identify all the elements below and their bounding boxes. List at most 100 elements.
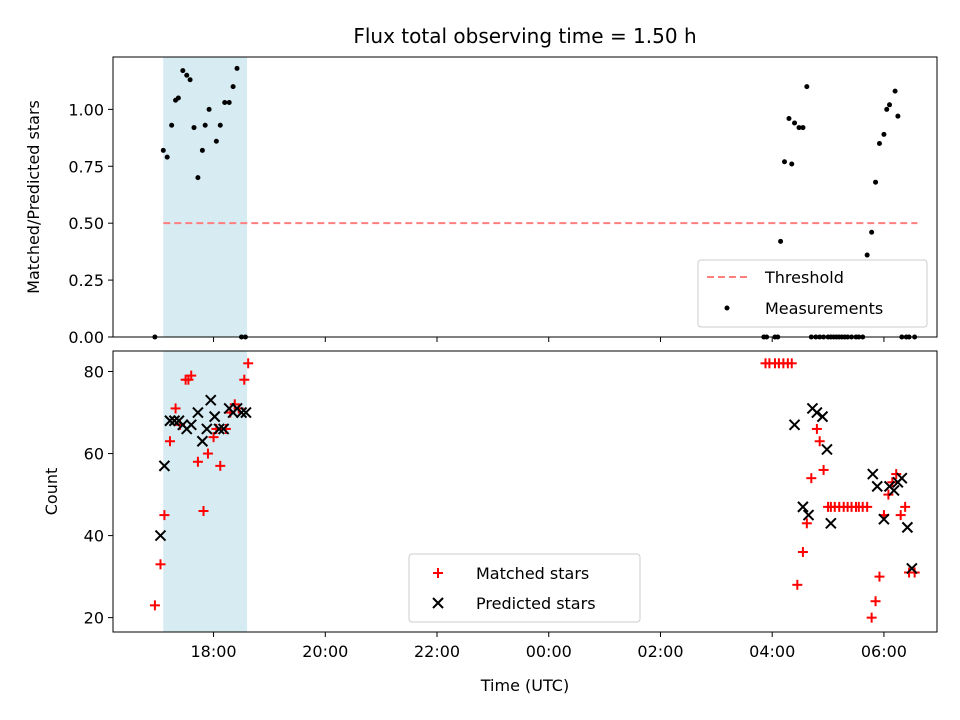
matched-star-point bbox=[239, 374, 250, 385]
matched-star-point bbox=[806, 473, 817, 484]
predicted-star-point bbox=[217, 423, 230, 435]
predicted-star-point bbox=[185, 419, 197, 431]
measurement-point bbox=[781, 159, 787, 165]
measurement-point bbox=[213, 138, 219, 144]
predicted-star-point bbox=[192, 406, 204, 419]
predicted-star-point bbox=[797, 501, 809, 513]
matched-star-point bbox=[814, 436, 825, 447]
top-y-axis-label: Matched/Predicted stars bbox=[24, 100, 43, 294]
measurement-point bbox=[869, 229, 875, 235]
predicted-star-point bbox=[888, 484, 900, 497]
predicted-star-point bbox=[802, 509, 815, 521]
predicted-star-point bbox=[896, 472, 908, 484]
predicted-star-point bbox=[168, 415, 181, 427]
top-y-tick-label: 1.00 bbox=[68, 100, 104, 119]
bottom-y-ticks: 20 40 60 80 bbox=[84, 363, 113, 628]
measurement-point bbox=[876, 141, 882, 147]
measurement-point bbox=[195, 175, 201, 181]
predicted-star-point bbox=[240, 406, 252, 419]
matched-star-point bbox=[874, 571, 885, 582]
bottom-y-tick-label: 80 bbox=[84, 363, 104, 382]
measurement-point bbox=[800, 125, 806, 131]
matched-star-point bbox=[243, 358, 254, 369]
top-shaded-window bbox=[163, 57, 248, 337]
legend-measurements-label: Measurements bbox=[765, 299, 883, 318]
bottom-legend-box bbox=[408, 553, 641, 623]
measurement-point bbox=[175, 95, 181, 101]
legend-matched-label: Matched stars bbox=[476, 564, 589, 583]
measurement-point bbox=[892, 88, 898, 94]
matched-star-point bbox=[198, 505, 209, 516]
measurement-point bbox=[789, 161, 795, 167]
top-x-ticks bbox=[213, 337, 885, 342]
top-y-tick-label: 0.75 bbox=[68, 157, 104, 176]
matched-star-point bbox=[170, 403, 181, 414]
matched-star-point bbox=[900, 501, 911, 512]
measurement-point bbox=[873, 179, 879, 185]
measurement-point bbox=[199, 147, 205, 153]
measurement-point bbox=[160, 147, 166, 153]
measurement-point bbox=[206, 106, 212, 112]
matched-star-point bbox=[149, 600, 160, 611]
predicted-star-point bbox=[825, 517, 837, 529]
matched-star-point bbox=[159, 510, 170, 521]
top-y-ticks: 0.00 0.25 0.50 0.75 1.00 bbox=[68, 100, 113, 347]
measurement-points bbox=[152, 65, 918, 340]
measurement-point bbox=[884, 106, 890, 112]
predicted-star-point bbox=[867, 468, 879, 480]
predicted-star-point bbox=[871, 480, 883, 493]
predicted-star-point bbox=[816, 410, 829, 423]
x-tick-label: 02:00 bbox=[637, 642, 683, 661]
bottom-axes: 20 40 60 80 18:00 20:00 22:00 00:00 02:00 04:00 0… bbox=[42, 350, 938, 695]
predicted-star-point bbox=[906, 562, 918, 575]
matched-star-point bbox=[895, 510, 906, 521]
matched-star-point bbox=[797, 547, 808, 558]
matched-star-point bbox=[883, 489, 894, 500]
x-tick-label: 00:00 bbox=[526, 642, 572, 661]
x-tick-label: 06:00 bbox=[861, 642, 907, 661]
legend-measurements-swatch bbox=[724, 305, 730, 311]
measurement-point bbox=[180, 68, 186, 74]
predicted-star-point bbox=[201, 423, 213, 435]
x-tick-label: 20:00 bbox=[302, 642, 348, 661]
top-axes-frame bbox=[112, 56, 938, 338]
top-y-tick-label: 0.25 bbox=[68, 271, 104, 290]
matched-star-point bbox=[215, 460, 226, 471]
matched-star-point bbox=[891, 469, 902, 480]
measurement-point bbox=[804, 84, 810, 90]
matched-star-point bbox=[786, 358, 797, 369]
predicted-stars-points bbox=[154, 394, 918, 575]
measurement-point bbox=[169, 122, 175, 128]
measurement-point bbox=[187, 77, 193, 83]
measurement-point bbox=[234, 65, 240, 71]
predicted-star-point bbox=[878, 513, 890, 525]
predicted-star-point bbox=[213, 423, 225, 435]
top-y-tick-label: 0.50 bbox=[68, 214, 104, 233]
matched-star-point bbox=[208, 432, 219, 443]
matched-star-point bbox=[155, 559, 166, 570]
bottom-y-tick-label: 20 bbox=[84, 609, 104, 628]
matched-star-point bbox=[818, 464, 829, 475]
top-legend-box bbox=[697, 259, 928, 328]
legend-x-marker bbox=[432, 597, 444, 609]
bottom-y-tick-label: 40 bbox=[84, 527, 104, 546]
predicted-star-point bbox=[235, 406, 248, 419]
predicted-star-point bbox=[196, 435, 209, 447]
bottom-axes-frame bbox=[112, 350, 938, 633]
measurement-point bbox=[230, 84, 236, 90]
legend-plus-marker bbox=[433, 568, 443, 578]
matched-star-point bbox=[862, 501, 873, 512]
bottom-y-axis-label: Count bbox=[42, 468, 61, 516]
predicted-star-point bbox=[901, 521, 914, 534]
measurement-point bbox=[191, 125, 197, 131]
x-axis-label: Time (UTC) bbox=[480, 676, 569, 695]
bottom-x-ticks: 18:00 20:00 22:00 00:00 02:00 04:00 06:00 bbox=[191, 632, 907, 661]
matched-star-point bbox=[866, 612, 877, 623]
top-axes: 0.00 0.25 0.50 0.75 1.00 Flux total observin… bbox=[24, 24, 938, 347]
legend-threshold-label: Threshold bbox=[764, 268, 844, 287]
bottom-shaded-window bbox=[163, 351, 248, 632]
matched-star-point bbox=[202, 448, 213, 459]
legend-predicted-label: Predicted stars bbox=[476, 594, 596, 613]
matched-star-point bbox=[801, 518, 812, 529]
